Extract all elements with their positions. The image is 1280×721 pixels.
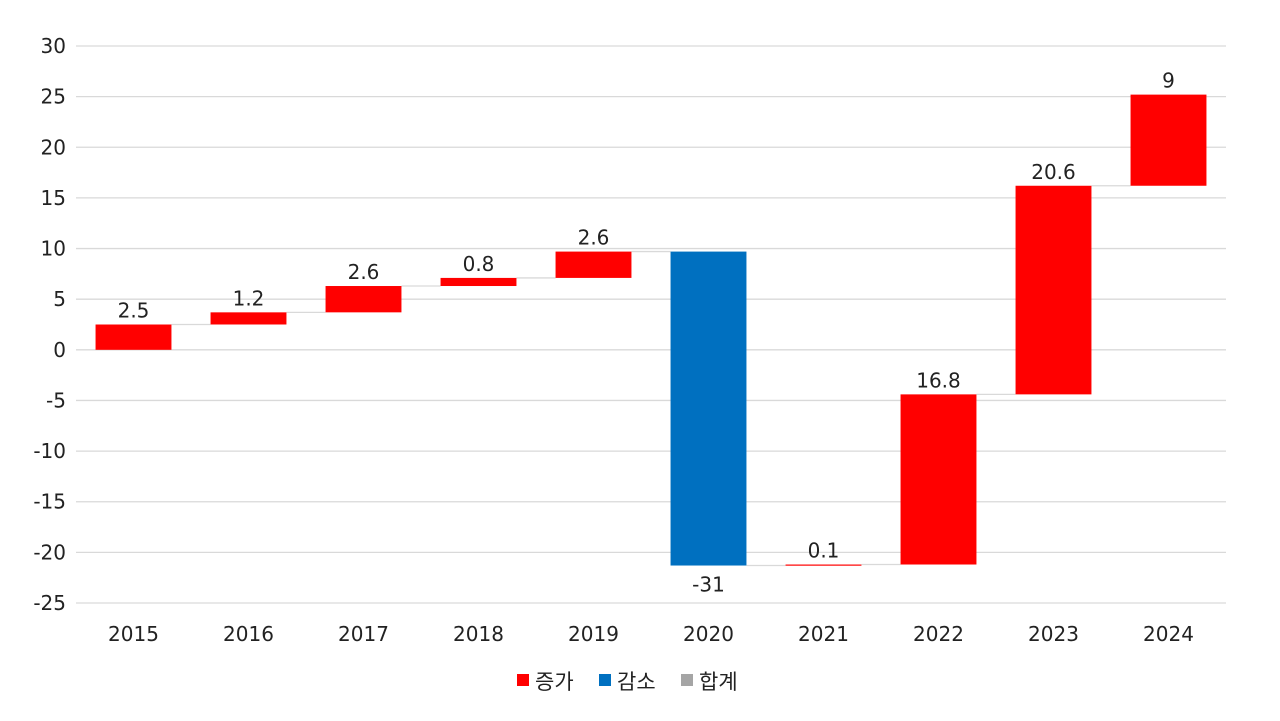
bar-2020 xyxy=(670,251,747,566)
data-label: 16.8 xyxy=(916,368,961,392)
bar-2015 xyxy=(95,324,172,350)
bar-2022 xyxy=(900,394,977,565)
bar-2021 xyxy=(785,564,862,566)
y-tick-label: 10 xyxy=(41,237,66,261)
x-tick-label: 2019 xyxy=(568,622,619,646)
y-tick-label: 15 xyxy=(41,186,66,210)
y-axis-ticks: 30 25 20 15 10 5 0 -5 -10 -15 -20 -25 xyxy=(33,34,66,615)
data-label: 2.6 xyxy=(348,260,380,284)
legend-label: 감소 xyxy=(617,670,656,694)
y-tick-label: -5 xyxy=(46,388,66,412)
data-label: 2.5 xyxy=(118,299,150,323)
legend[interactable]: 증가 감소 합계 xyxy=(517,670,738,694)
data-label: 1.2 xyxy=(233,286,265,310)
x-tick-label: 2024 xyxy=(1143,622,1194,646)
x-axis-ticks: 2015 2016 2017 2018 2019 2020 2021 2022 2023 2024 xyxy=(108,622,1194,646)
bar-2019 xyxy=(555,251,632,278)
x-tick-label: 2016 xyxy=(223,622,274,646)
bar-2017 xyxy=(325,286,402,313)
y-tick-label: 25 xyxy=(41,85,66,109)
x-tick-label: 2018 xyxy=(453,622,504,646)
legend-swatch xyxy=(681,674,693,686)
bar-2018 xyxy=(440,277,517,287)
data-labels: 2.5 1.2 2.6 0.8 2.6 -31 0.1 16.8 20.6 9 xyxy=(118,69,1175,597)
legend-item-increase[interactable]: 증가 xyxy=(517,670,574,694)
x-tick-label: 2017 xyxy=(338,622,389,646)
legend-label: 증가 xyxy=(535,670,574,694)
connector-lines xyxy=(171,185,1131,567)
gridlines xyxy=(76,45,1226,604)
legend-label: 합계 xyxy=(699,670,738,694)
data-label: 2.6 xyxy=(578,226,610,250)
data-label: 0.1 xyxy=(808,539,840,563)
y-tick-label: 20 xyxy=(41,135,66,159)
y-tick-label: -10 xyxy=(33,439,66,463)
legend-item-total[interactable]: 합계 xyxy=(681,670,738,694)
data-label: 9 xyxy=(1162,69,1175,93)
x-tick-label: 2022 xyxy=(913,622,964,646)
data-label: 20.6 xyxy=(1031,160,1076,184)
bar-2024 xyxy=(1130,94,1207,186)
y-tick-label: 0 xyxy=(53,338,66,362)
x-tick-label: 2023 xyxy=(1028,622,1079,646)
data-label: 0.8 xyxy=(463,252,495,276)
y-tick-label: 30 xyxy=(41,34,66,58)
data-label: -31 xyxy=(692,573,725,597)
legend-swatch xyxy=(599,674,611,686)
x-tick-label: 2020 xyxy=(683,622,734,646)
legend-swatch xyxy=(517,674,529,686)
y-tick-label: -20 xyxy=(33,540,66,564)
bars xyxy=(95,94,1207,566)
y-tick-label: -15 xyxy=(33,490,66,514)
x-tick-label: 2021 xyxy=(798,622,849,646)
bar-2016 xyxy=(210,312,287,325)
legend-item-decrease[interactable]: 감소 xyxy=(599,670,656,694)
x-tick-label: 2015 xyxy=(108,622,159,646)
y-tick-label: 5 xyxy=(53,287,66,311)
y-tick-label: -25 xyxy=(33,591,66,615)
bar-2023 xyxy=(1015,185,1092,395)
